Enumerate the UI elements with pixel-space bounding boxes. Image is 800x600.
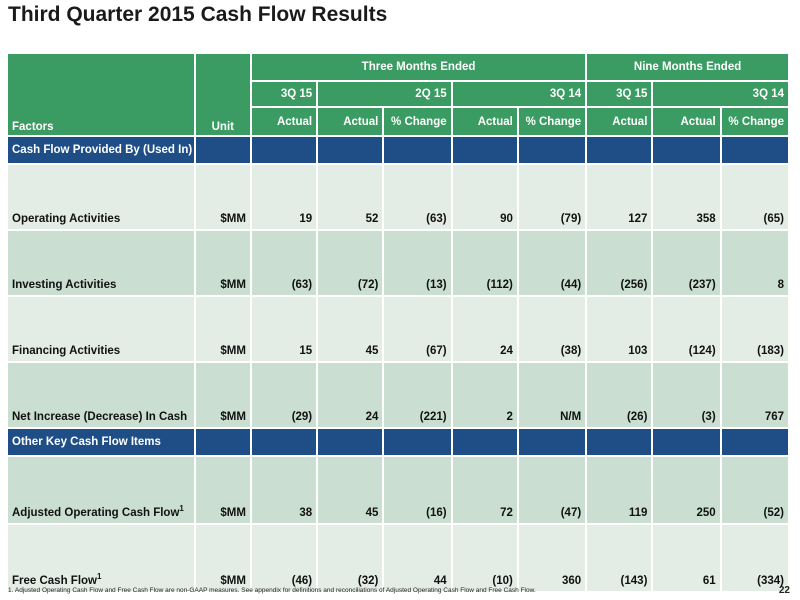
cell-value: (143) [587,525,652,591]
cell-value: (13) [384,231,451,295]
cell-value: (47) [518,457,586,523]
cell-value: 358 [653,165,720,229]
cell-value: 2 [452,363,517,427]
header-row-columns: Actual Actual % Change Actual % Change A… [8,108,788,135]
cell-value: 45 [318,297,383,361]
cell-value: (183) [721,297,788,361]
cell-value: (16) [384,457,451,523]
row-label: Adjusted Operating Cash Flow1 [8,457,194,523]
cell-value: (221) [384,363,451,427]
factors-header: Factors [8,54,194,135]
cell-value: 24 [452,297,517,361]
cell-value: 90 [452,165,517,229]
column-header: Actual [251,108,317,135]
cell-value: 127 [587,165,652,229]
row-unit: $MM [195,525,250,591]
cell-value: (29) [251,363,317,427]
column-header: Actual [318,108,383,135]
unit-header: Unit [195,54,250,135]
cell-value: (79) [518,165,586,229]
cell-value: 72 [452,457,517,523]
header-row-groups: Factors Unit Three Months Ended Nine Mon… [8,54,788,135]
period-header: 3Q 14 [653,82,788,106]
cell-value: (46) [251,525,317,591]
column-header: % Change [518,108,586,135]
cell-value: 360 [518,525,586,591]
cell-value: 61 [653,525,720,591]
cell-value: (237) [653,231,720,295]
cell-value: (67) [384,297,451,361]
cell-value: (38) [518,297,586,361]
cell-value: 767 [721,363,788,427]
cell-value: (63) [251,231,317,295]
period-header: 3Q 14 [452,82,586,106]
cell-value: N/M [518,363,586,427]
cell-value: 45 [318,457,383,523]
cell-value: (3) [653,363,720,427]
row-unit: $MM [195,165,250,229]
period-header: 2Q 15 [318,82,451,106]
row-unit: $MM [195,363,250,427]
cell-value: 44 [384,525,451,591]
cell-value: (72) [318,231,383,295]
footnote: 1. Adjusted Operating Cash Flow and Free… [8,587,536,594]
column-header: Actual [587,108,652,135]
cell-value: (65) [721,165,788,229]
cell-value: (44) [518,231,586,295]
column-header: Actual [452,108,517,135]
row-label: Financing Activities [8,297,194,361]
period-header: 3Q 15 [251,82,317,106]
cell-value: 24 [318,363,383,427]
cell-value: 103 [587,297,652,361]
section-header-row: Other Key Cash Flow Items [8,429,788,455]
cell-value: 19 [251,165,317,229]
cell-value: (63) [384,165,451,229]
cell-value: 119 [587,457,652,523]
cell-value: (334) [721,525,788,591]
table-row: Adjusted Operating Cash Flow1 $MM 38 45 … [8,457,788,523]
nine-months-header: Nine Months Ended [587,54,788,80]
cell-value: (26) [587,363,652,427]
header-row-periods: 3Q 15 2Q 15 3Q 14 3Q 15 3Q 14 [8,82,788,106]
row-label: Investing Activities [8,231,194,295]
cell-value: 250 [653,457,720,523]
section-label: Cash Flow Provided By (Used In) [8,137,194,163]
table-row: Investing Activities $MM (63) (72) (13) … [8,231,788,295]
footnote-marker: 1 [179,504,184,514]
cell-value: (124) [653,297,720,361]
page-number: 22 [778,585,790,596]
table-row: Free Cash Flow1 $MM (46) (32) 44 (10) 36… [8,525,788,591]
cell-value: (10) [452,525,517,591]
footnote-marker: 1 [97,572,102,582]
cell-value: 38 [251,457,317,523]
section-label: Other Key Cash Flow Items [8,429,194,455]
row-unit: $MM [195,457,250,523]
table-row: Operating Activities $MM 19 52 (63) 90 (… [8,165,788,229]
row-label: Operating Activities [8,165,194,229]
cell-value: (32) [318,525,383,591]
three-months-header: Three Months Ended [251,54,586,80]
row-label: Net Increase (Decrease) In Cash [8,363,194,427]
cell-value: 52 [318,165,383,229]
column-header: Actual [653,108,720,135]
cash-flow-table: Factors Unit Three Months Ended Nine Mon… [6,52,790,593]
page-title: Third Quarter 2015 Cash Flow Results [8,3,388,26]
section-header-row: Cash Flow Provided By (Used In) [8,137,788,163]
row-label: Free Cash Flow1 [8,525,194,591]
cell-value: 15 [251,297,317,361]
cell-value: 8 [721,231,788,295]
column-header: % Change [384,108,451,135]
column-header: % Change [721,108,788,135]
period-header: 3Q 15 [587,82,652,106]
cell-value: (112) [452,231,517,295]
row-unit: $MM [195,297,250,361]
table-row: Financing Activities $MM 15 45 (67) 24 (… [8,297,788,361]
cell-value: (256) [587,231,652,295]
table-row: Net Increase (Decrease) In Cash $MM (29)… [8,363,788,427]
cell-value: (52) [721,457,788,523]
row-unit: $MM [195,231,250,295]
